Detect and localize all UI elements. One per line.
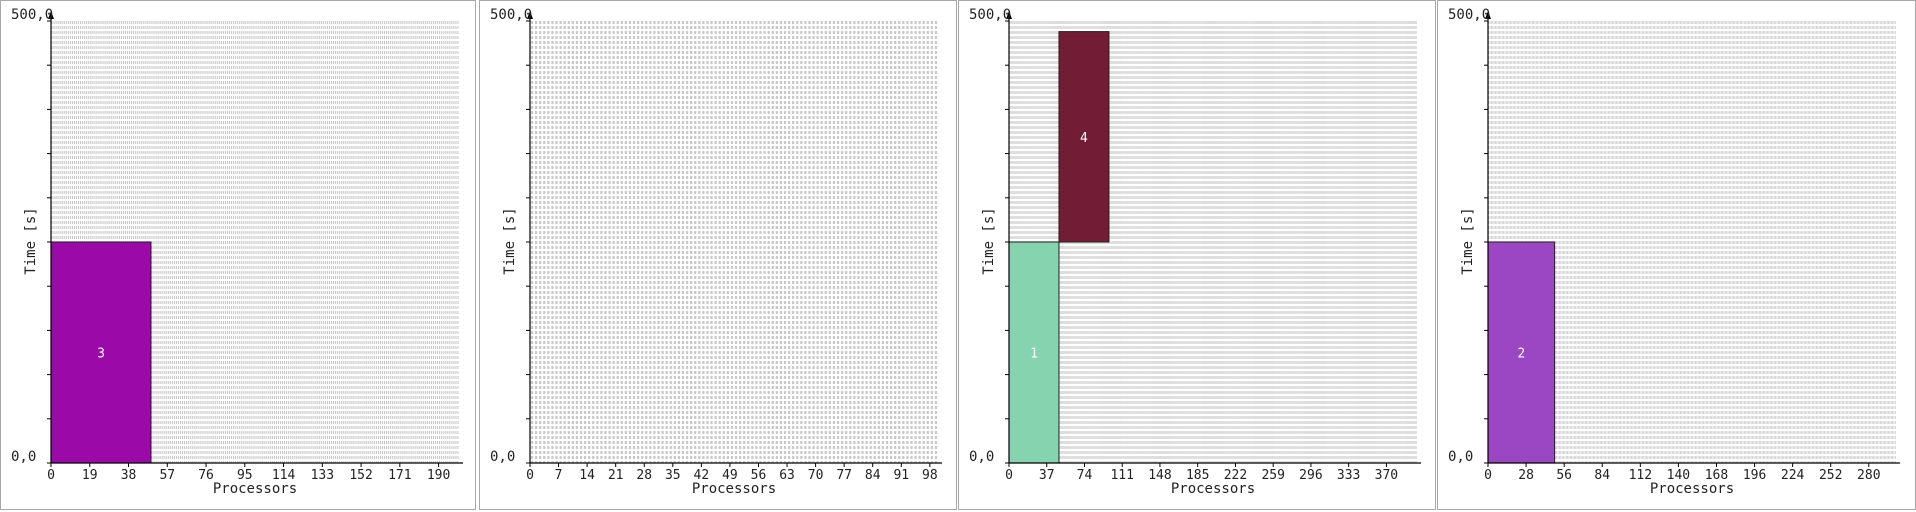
x-tick-label: 133: [311, 468, 334, 483]
x-tick-label: 168: [1705, 468, 1728, 483]
x-tick-label: 63: [779, 468, 795, 483]
x-tick-label: 0: [1484, 468, 1492, 483]
y-axis-title: Time [s]: [1460, 207, 1476, 274]
chart-svg-3: 1 4 0 37 74 111 148 185 222 259 296 333 370 500,0 0,0 P…: [969, 7, 1421, 497]
x-tick-label: 56: [751, 468, 767, 483]
x-tick-label: 222: [1224, 468, 1247, 483]
x-tick-label: 252: [1819, 468, 1842, 483]
x-axis-title: Processors: [213, 481, 297, 497]
job-block: [1058, 31, 1110, 243]
job-block: [1487, 241, 1556, 464]
chart-svg-1: 3 0 19 38 57 76 95 114 133 152 171 190 500,0 0,0 Proce…: [11, 7, 463, 497]
x-tick-label: 333: [1337, 468, 1360, 483]
x-axis-title: Processors: [1171, 481, 1255, 497]
y-axis-arrow: [48, 11, 54, 19]
x-tick-label: 140: [1667, 468, 1690, 483]
x-tick-label: 196: [1743, 468, 1766, 483]
job-block: [50, 241, 152, 464]
x-axis-title: Processors: [1650, 481, 1734, 497]
x-tick-label: 21: [608, 468, 624, 483]
y-max-label: 500,0: [490, 7, 532, 23]
x-tick-label: 190: [427, 468, 450, 483]
y-min-label: 0,0: [11, 449, 36, 465]
x-tick-label: 28: [636, 468, 652, 483]
job-label: 3: [97, 347, 105, 362]
x-tick-label: 84: [865, 468, 881, 483]
processor-grid: [530, 21, 938, 463]
y-min-label: 0,0: [490, 449, 515, 465]
x-tick-label: 185: [1186, 468, 1209, 483]
x-tick-label: 76: [198, 468, 214, 483]
y-min-label: 0,0: [1448, 449, 1473, 465]
x-tick-label: 98: [922, 468, 938, 483]
chart-svg-2: 0 7 14 21 28 35 42 49 56 63 70 77 84 91 98 500,0 0,0 Proc…: [490, 7, 942, 497]
x-tick-label: 0: [526, 468, 534, 483]
job-label: 2: [1517, 347, 1525, 362]
job-label: 4: [1080, 131, 1088, 146]
y-min-label: 0,0: [969, 449, 994, 465]
x-tick-label: 224: [1781, 468, 1805, 483]
x-tick-label: 0: [1005, 468, 1013, 483]
x-tick-label: 56: [1556, 468, 1572, 483]
x-tick-label: 19: [82, 468, 98, 483]
x-tick-label: 77: [836, 468, 852, 483]
x-axis-title: Processors: [692, 481, 776, 497]
y-axis-arrow: [1006, 11, 1012, 19]
y-max-label: 500,0: [11, 7, 53, 23]
x-tick-label: 95: [237, 468, 253, 483]
x-tick-label: 42: [694, 468, 710, 483]
x-tick-label: 152: [349, 468, 372, 483]
x-tick-label: 14: [579, 468, 595, 483]
chart-svg-4: 2 0 28 56 84 112 140 168 196 224 252 280 500,0 0,0 Pro…: [1448, 7, 1900, 497]
x-tick-label: 84: [1594, 468, 1610, 483]
x-tick-label: 148: [1148, 468, 1171, 483]
x-tick-label: 38: [121, 468, 137, 483]
x-tick-label: 111: [1110, 468, 1133, 483]
x-tick-label: 35: [665, 468, 681, 483]
y-axis-title: Time [s]: [23, 207, 39, 274]
x-tick-label: 280: [1857, 468, 1880, 483]
x-tick-label: 70: [808, 468, 824, 483]
y-max-label: 500,0: [969, 7, 1011, 23]
cluster-chart-2: 0 7 14 21 28 35 42 49 56 63 70 77 84 91 98 500,0 0,0 Proc…: [479, 0, 957, 510]
x-tick-label: 112: [1629, 468, 1652, 483]
x-tick-label: 114: [272, 468, 296, 483]
x-tick-label: 296: [1299, 468, 1322, 483]
x-tick-label: 74: [1077, 468, 1093, 483]
y-axis-title: Time [s]: [502, 207, 518, 274]
y-max-label: 500,0: [1448, 7, 1490, 23]
x-tick-label: 49: [722, 468, 738, 483]
x-tick-label: 57: [159, 468, 175, 483]
x-tick-label: 28: [1518, 468, 1534, 483]
x-tick-label: 91: [893, 468, 909, 483]
cluster-chart-3: 1 4 0 37 74 111 148 185 222 259 296 333 370 500,0 0,0 P…: [958, 0, 1436, 510]
y-axis-title: Time [s]: [981, 207, 997, 274]
y-axis-arrow: [527, 11, 533, 19]
y-axis-arrow: [1485, 11, 1491, 19]
x-tick-label: 259: [1261, 468, 1284, 483]
cluster-chart-1: 3 0 19 38 57 76 95 114 133 152 171 190 500,0 0,0 Proce…: [0, 0, 476, 510]
x-tick-label: 37: [1039, 468, 1055, 483]
x-tick-label: 7: [555, 468, 563, 483]
x-tick-label: 0: [47, 468, 55, 483]
x-tick-label: 171: [388, 468, 411, 483]
x-tick-label: 370: [1375, 468, 1398, 483]
job-label: 1: [1030, 347, 1038, 362]
cluster-chart-4: 2 0 28 56 84 112 140 168 196 224 252 280 500,0 0,0 Pro…: [1437, 0, 1916, 510]
